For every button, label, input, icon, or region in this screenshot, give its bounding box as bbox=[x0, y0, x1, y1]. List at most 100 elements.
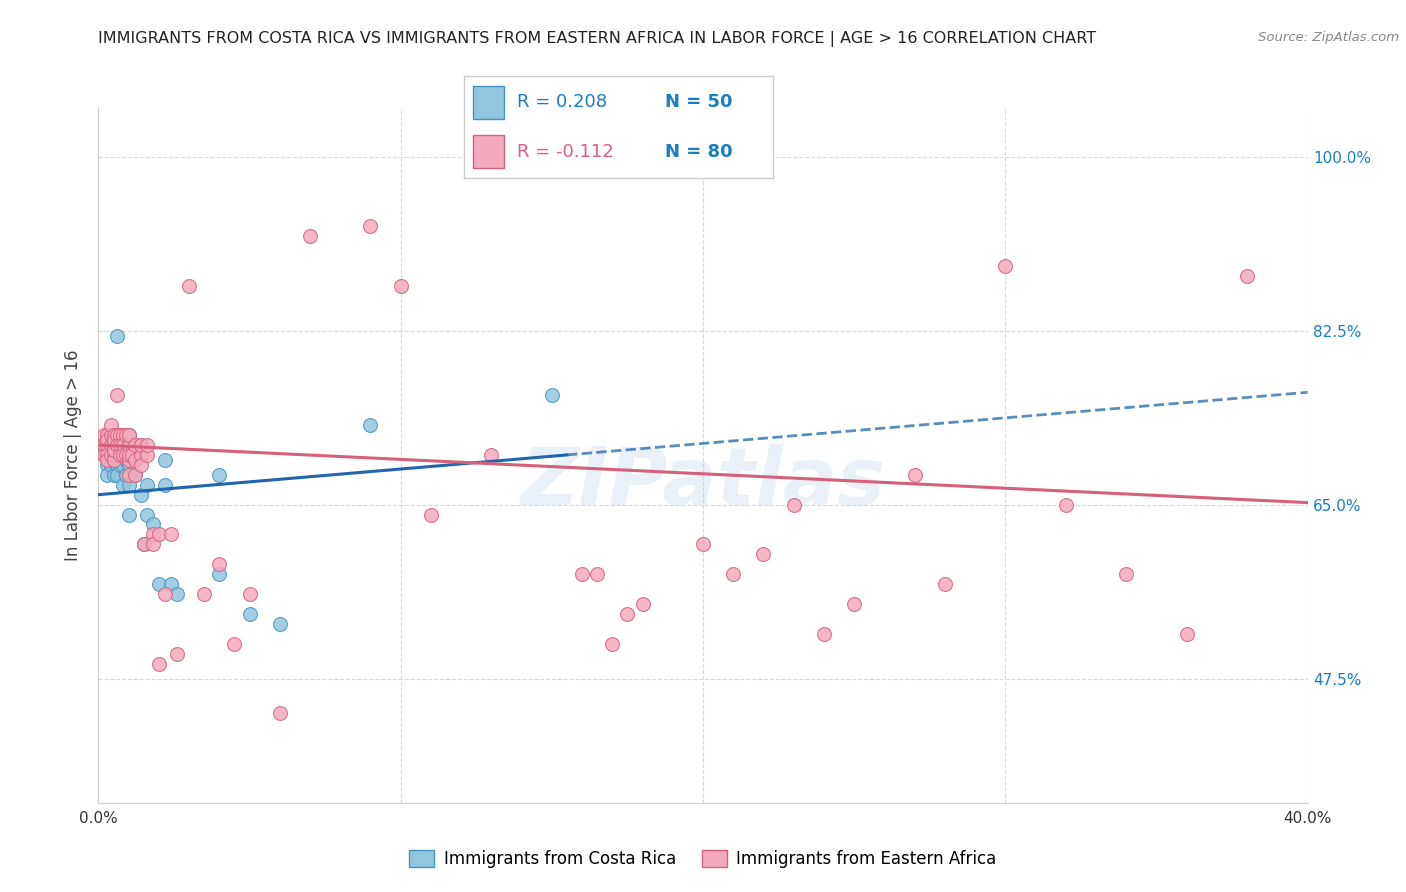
Point bbox=[132, 537, 155, 551]
Point bbox=[114, 467, 136, 482]
Text: R = 0.208: R = 0.208 bbox=[516, 94, 607, 112]
Point bbox=[118, 467, 141, 482]
Point bbox=[111, 438, 134, 452]
Point bbox=[723, 567, 745, 582]
Point bbox=[153, 587, 176, 601]
Point bbox=[103, 467, 125, 482]
Point bbox=[108, 438, 131, 452]
Point bbox=[96, 428, 118, 442]
Point bbox=[1175, 627, 1198, 641]
Text: Source: ZipAtlas.com: Source: ZipAtlas.com bbox=[1258, 31, 1399, 45]
Point bbox=[118, 428, 141, 442]
Point bbox=[179, 279, 201, 293]
Point bbox=[193, 587, 215, 601]
Point bbox=[93, 448, 115, 462]
Point bbox=[124, 438, 146, 452]
Point bbox=[111, 433, 134, 447]
Text: N = 50: N = 50 bbox=[665, 94, 733, 112]
Point bbox=[105, 388, 128, 402]
Point bbox=[103, 428, 125, 442]
Point bbox=[103, 442, 125, 457]
Point bbox=[142, 537, 165, 551]
Point bbox=[111, 428, 134, 442]
Point bbox=[153, 453, 176, 467]
Point bbox=[93, 438, 115, 452]
Point bbox=[100, 428, 122, 442]
Point bbox=[96, 448, 118, 462]
Point bbox=[105, 428, 128, 442]
Point bbox=[208, 467, 231, 482]
Point bbox=[540, 388, 562, 402]
Text: N = 80: N = 80 bbox=[665, 143, 733, 161]
Point bbox=[1236, 268, 1258, 283]
Point bbox=[129, 438, 152, 452]
Point bbox=[616, 607, 638, 621]
Point bbox=[208, 558, 231, 572]
Point bbox=[124, 453, 146, 467]
Point bbox=[389, 279, 412, 293]
Point bbox=[160, 527, 183, 541]
Point bbox=[108, 448, 131, 462]
Point bbox=[420, 508, 443, 522]
Point bbox=[135, 508, 157, 522]
Point bbox=[105, 458, 128, 472]
FancyBboxPatch shape bbox=[474, 87, 505, 119]
Point bbox=[114, 453, 136, 467]
Text: ZIPatlas: ZIPatlas bbox=[520, 443, 886, 522]
Point bbox=[93, 438, 115, 452]
Point bbox=[166, 647, 188, 661]
Point bbox=[111, 448, 134, 462]
Point bbox=[118, 477, 141, 491]
Point bbox=[100, 458, 122, 472]
Text: R = -0.112: R = -0.112 bbox=[516, 143, 613, 161]
Point bbox=[360, 219, 382, 234]
Point bbox=[844, 597, 866, 611]
Point bbox=[108, 448, 131, 462]
Point bbox=[132, 537, 155, 551]
Point bbox=[108, 458, 131, 472]
Point bbox=[96, 428, 118, 442]
Point bbox=[160, 577, 183, 591]
Point bbox=[105, 328, 128, 343]
Point bbox=[208, 567, 231, 582]
Point bbox=[96, 438, 118, 452]
Point bbox=[118, 453, 141, 467]
Point bbox=[934, 577, 956, 591]
FancyBboxPatch shape bbox=[474, 136, 505, 168]
Point bbox=[93, 448, 115, 462]
Point bbox=[224, 637, 246, 651]
Point bbox=[239, 607, 262, 621]
Point bbox=[135, 448, 157, 462]
Point bbox=[142, 517, 165, 532]
Point bbox=[114, 448, 136, 462]
Point bbox=[118, 438, 141, 452]
Point bbox=[103, 438, 125, 452]
Point bbox=[904, 467, 927, 482]
Point bbox=[103, 453, 125, 467]
Point bbox=[105, 448, 128, 462]
Point bbox=[129, 438, 152, 452]
Point bbox=[166, 587, 188, 601]
Point bbox=[129, 488, 152, 502]
Point bbox=[142, 527, 165, 541]
Point bbox=[103, 428, 125, 442]
Point bbox=[100, 448, 122, 462]
Text: IMMIGRANTS FROM COSTA RICA VS IMMIGRANTS FROM EASTERN AFRICA IN LABOR FORCE | AG: IMMIGRANTS FROM COSTA RICA VS IMMIGRANTS… bbox=[98, 31, 1097, 47]
Point bbox=[124, 438, 146, 452]
Point bbox=[118, 458, 141, 472]
Point bbox=[111, 458, 134, 472]
Point bbox=[103, 438, 125, 452]
Point bbox=[108, 428, 131, 442]
Point bbox=[103, 433, 125, 447]
Point bbox=[124, 467, 146, 482]
Y-axis label: In Labor Force | Age > 16: In Labor Force | Age > 16 bbox=[65, 349, 83, 561]
Point bbox=[360, 418, 382, 433]
Point bbox=[239, 587, 262, 601]
Point bbox=[752, 547, 775, 561]
Point bbox=[108, 428, 131, 442]
Point bbox=[100, 418, 122, 433]
Point bbox=[105, 438, 128, 452]
Point bbox=[148, 527, 170, 541]
Point bbox=[135, 477, 157, 491]
Point bbox=[118, 508, 141, 522]
